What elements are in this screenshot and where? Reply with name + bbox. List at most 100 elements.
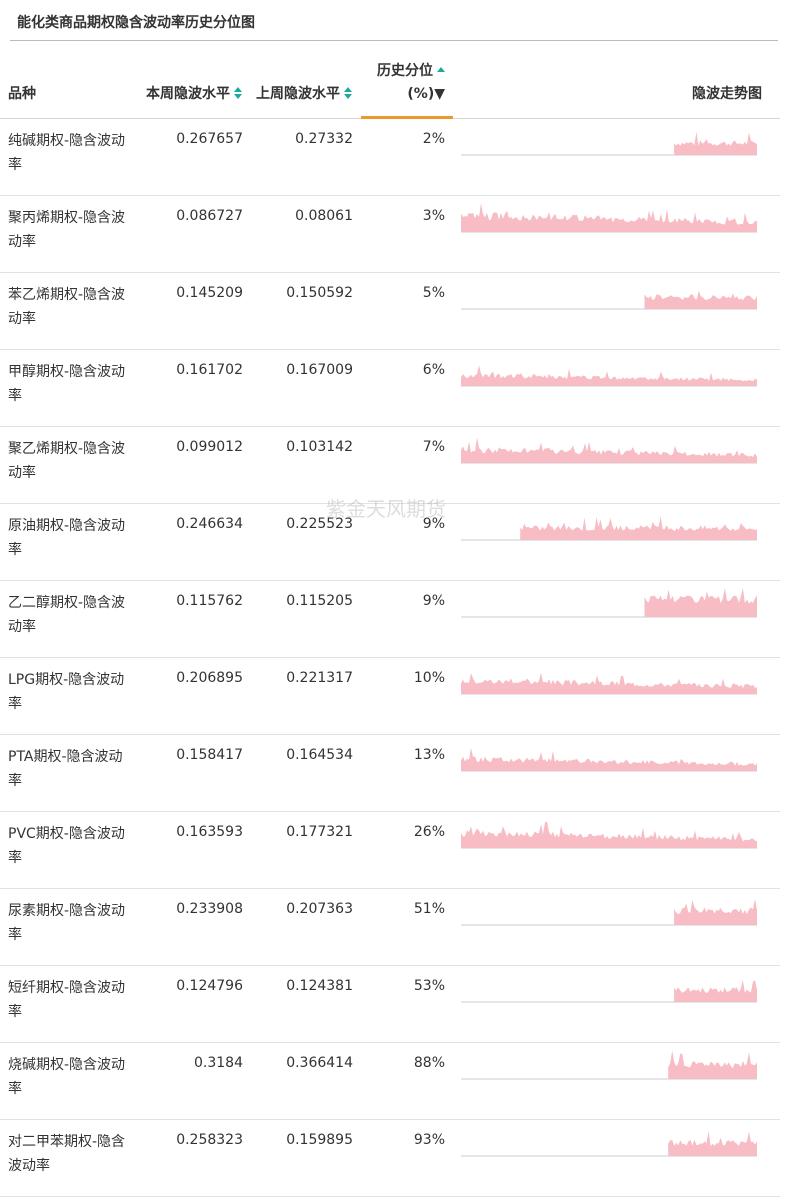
sparkline-area — [461, 748, 757, 771]
header-name: 品种 — [0, 41, 140, 119]
table-row: 烧碱期权-隐含波动率 0.3184 0.366414 88% — [0, 1042, 780, 1120]
table-row: 原油期权-隐含波动率 0.246634 0.225523 9% — [0, 503, 780, 581]
sparkline-area — [461, 203, 757, 232]
row-previous-iv: 0.103142 — [251, 426, 361, 504]
iv-sparkline — [461, 203, 757, 233]
table-row: PTA期权-隐含波动率 0.158417 0.164534 13% — [0, 734, 780, 812]
row-percentile: 53% — [361, 965, 453, 1043]
row-current-iv: 0.115762 — [140, 580, 251, 658]
iv-sparkline — [461, 131, 757, 156]
sort-toggle-icon[interactable] — [343, 86, 353, 100]
row-sparkline-cell — [453, 195, 780, 273]
table-row: 甲醇期权-隐含波动率 0.161702 0.167009 6% — [0, 349, 780, 427]
row-name: 聚丙烯期权-隐含波动率 — [0, 195, 140, 273]
row-previous-iv: 0.115205 — [251, 580, 361, 658]
row-sparkline-cell — [453, 811, 780, 889]
row-current-iv: 0.086727 — [140, 195, 251, 273]
header-percentile-line1: 历史分位 — [377, 63, 433, 79]
iv-sparkline — [461, 290, 757, 310]
sparkline-area — [461, 365, 757, 386]
row-name: 乙二醇期权-隐含波动率 — [0, 580, 140, 658]
table-row: LPG期权-隐含波动率 0.206895 0.221317 10% — [0, 657, 780, 735]
row-sparkline-cell — [453, 1042, 780, 1120]
iv-sparkline — [461, 1130, 757, 1157]
row-percentile: 7% — [361, 426, 453, 504]
row-previous-iv: 0.177321 — [251, 811, 361, 889]
row-name: PVC期权-隐含波动率 — [0, 811, 140, 889]
row-current-iv: 0.124796 — [140, 965, 251, 1043]
row-current-iv: 0.163593 — [140, 811, 251, 889]
row-percentile: 2% — [361, 118, 453, 196]
sparkline-area — [674, 131, 757, 155]
sort-toggle-icon[interactable] — [233, 86, 243, 100]
header-current-label: 本周隐波水平 — [146, 86, 230, 102]
row-name: 短纤期权-隐含波动率 — [0, 965, 140, 1043]
iv-sparkline — [461, 898, 757, 926]
header-percentile-sort[interactable]: 历史分位 (%)▼ — [361, 41, 453, 119]
sparkline-area — [674, 980, 757, 1002]
row-previous-iv: 0.164534 — [251, 734, 361, 812]
sparkline-area — [668, 1130, 757, 1156]
header-previous-sort[interactable]: 上周隐波水平 — [251, 41, 361, 119]
iv-sparkline — [461, 672, 757, 695]
header-current-sort[interactable]: 本周隐波水平 — [140, 41, 251, 119]
row-current-iv: 0.233908 — [140, 888, 251, 966]
table-row: 尿素期权-隐含波动率 0.233908 0.207363 51% — [0, 888, 780, 966]
sparkline-area — [461, 672, 757, 694]
sparkline-area — [668, 1050, 757, 1079]
iv-sparkline — [461, 365, 757, 387]
row-percentile: 10% — [361, 657, 453, 735]
row-current-iv: 0.206895 — [140, 657, 251, 735]
row-name: 聚乙烯期权-隐含波动率 — [0, 426, 140, 504]
table-header-row: 品种 本周隐波水平 上周隐波水平 历史分位 (%)▼ 隐波走势图 — [0, 41, 780, 119]
table-row: 聚乙烯期权-隐含波动率 0.099012 0.103142 7% — [0, 426, 780, 504]
iv-sparkline — [461, 821, 757, 849]
row-sparkline-cell — [453, 888, 780, 966]
row-percentile: 26% — [361, 811, 453, 889]
header-previous-label: 上周隐波水平 — [256, 86, 340, 102]
iv-sparkline — [461, 748, 757, 772]
row-name: LPG期权-隐含波动率 — [0, 657, 140, 735]
volatility-table: 品种 本周隐波水平 上周隐波水平 历史分位 (%)▼ 隐波走势图 纯碱期权-隐含波… — [0, 41, 780, 1197]
row-sparkline-cell — [453, 734, 780, 812]
row-percentile: 3% — [361, 195, 453, 273]
active-sort-indicator — [361, 116, 453, 119]
row-sparkline-cell — [453, 580, 780, 658]
row-current-iv: 0.158417 — [140, 734, 251, 812]
row-current-iv: 0.246634 — [140, 503, 251, 581]
sparkline-area — [674, 898, 757, 925]
row-name: 尿素期权-隐含波动率 — [0, 888, 140, 966]
table-row: 短纤期权-隐含波动率 0.124796 0.124381 53% — [0, 965, 780, 1043]
row-percentile: 6% — [361, 349, 453, 427]
row-percentile: 88% — [361, 1042, 453, 1120]
row-current-iv: 0.145209 — [140, 272, 251, 350]
row-sparkline-cell — [453, 349, 780, 427]
row-sparkline-cell — [453, 1119, 780, 1197]
row-percentile: 93% — [361, 1119, 453, 1197]
row-name: 甲醇期权-隐含波动率 — [0, 349, 140, 427]
row-previous-iv: 0.27332 — [251, 118, 361, 196]
title-divider — [10, 40, 778, 41]
header-trend: 隐波走势图 — [453, 41, 780, 119]
row-name: 纯碱期权-隐含波动率 — [0, 118, 140, 196]
row-percentile: 9% — [361, 503, 453, 581]
row-name: 原油期权-隐含波动率 — [0, 503, 140, 581]
row-name: 对二甲苯期权-隐含波动率 — [0, 1119, 140, 1197]
iv-sparkline — [461, 437, 757, 464]
row-previous-iv: 0.08061 — [251, 195, 361, 273]
sort-asc-icon[interactable] — [437, 67, 445, 72]
header-percentile-label: 历史分位 (%)▼ — [377, 63, 445, 102]
row-previous-iv: 0.167009 — [251, 349, 361, 427]
table-row: 纯碱期权-隐含波动率 0.267657 0.27332 2% — [0, 118, 780, 196]
row-previous-iv: 0.366414 — [251, 1042, 361, 1120]
row-current-iv: 0.267657 — [140, 118, 251, 196]
table-row: PVC期权-隐含波动率 0.163593 0.177321 26% — [0, 811, 780, 889]
row-percentile: 13% — [361, 734, 453, 812]
row-sparkline-cell — [453, 965, 780, 1043]
iv-sparkline — [461, 588, 757, 618]
row-previous-iv: 0.159895 — [251, 1119, 361, 1197]
row-sparkline-cell — [453, 426, 780, 504]
iv-sparkline — [461, 980, 757, 1003]
table-row: 苯乙烯期权-隐含波动率 0.145209 0.150592 5% — [0, 272, 780, 350]
row-previous-iv: 0.124381 — [251, 965, 361, 1043]
